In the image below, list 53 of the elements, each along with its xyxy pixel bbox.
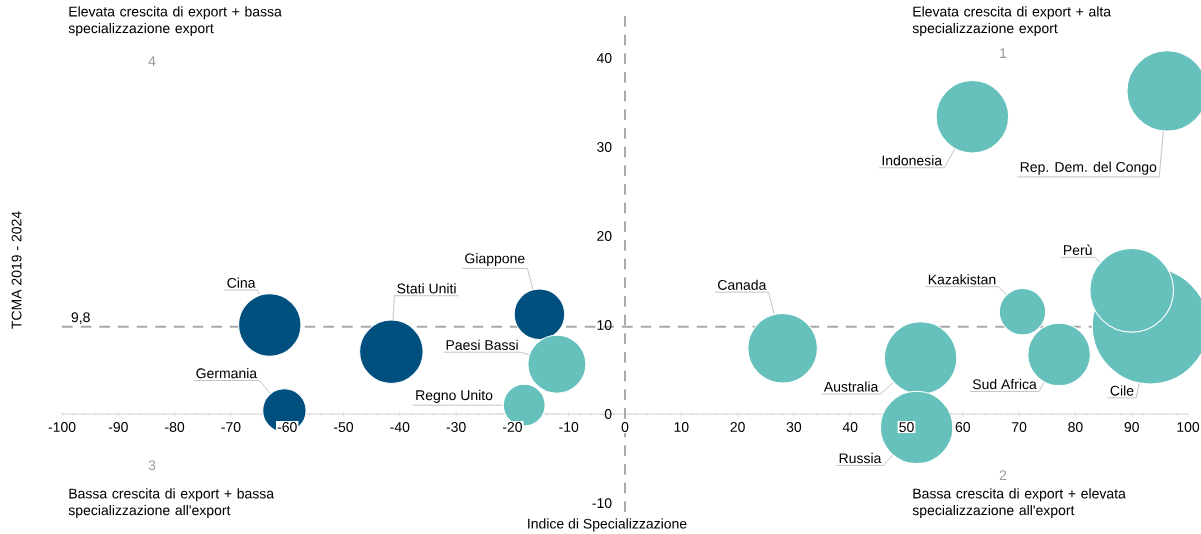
annotation: Sud Africa — [972, 378, 1037, 390]
x-tick-label: -100 — [48, 422, 76, 432]
y-tick-label: 40 — [596, 53, 612, 63]
annotation: Germania — [196, 367, 258, 379]
x-tick-label: 80 — [1068, 422, 1083, 432]
y-tick-label: -10 — [592, 498, 612, 509]
annotation: Elevata crescita di export + alta specializzazione export — [912, 6, 1112, 36]
annotation: Australia — [823, 381, 879, 392]
x-tick-label: 10 — [674, 422, 689, 432]
y-tick-label: 30 — [597, 142, 612, 152]
annotation: Rep. Dem. del Congo — [1020, 161, 1157, 175]
annotation: Canada — [718, 279, 767, 290]
x-tick-label: -50 — [334, 422, 354, 432]
y-tick-label: 10 — [597, 320, 612, 331]
x-tick-label: 100 — [1177, 422, 1200, 432]
x-tick-label: 50 — [899, 422, 914, 432]
y-axis-title: TCMA 2019 - 2024 — [11, 211, 22, 329]
annotation: Kazakistan — [928, 274, 996, 285]
x-tick-label: -20 — [502, 422, 522, 432]
x-tick-label: 20 — [730, 422, 745, 432]
annotation: Giappone — [465, 253, 525, 267]
x-tick-label: 70 — [1012, 422, 1027, 432]
x-tick-label: -60 — [277, 422, 297, 432]
x-tick-label: 0 — [621, 422, 629, 432]
annotation: 4 — [148, 56, 156, 66]
annotation: Elevata crescita di export + bassa specializzazione export — [68, 6, 282, 36]
x-axis-title: Indice di Specializzazione — [528, 518, 687, 532]
x-tick-label: 40 — [842, 422, 858, 432]
annotation: 3 — [148, 460, 156, 471]
x-tick-label: -10 — [559, 422, 579, 432]
annotation: Paesi Bassi — [446, 339, 518, 350]
annotation: Indonesia — [882, 155, 943, 166]
annotation: Russia — [839, 452, 882, 464]
annotation: Stati Uniti — [397, 283, 456, 294]
annotation: Cile — [1110, 385, 1134, 396]
annotation: Cina — [227, 277, 256, 288]
annotation: 2 — [999, 470, 1007, 481]
x-tick-label: -40 — [390, 422, 410, 432]
annotation: Bassa crescita di export + bassa specializzazione all'export — [68, 488, 275, 518]
x-tick-label: 90 — [1124, 422, 1139, 432]
ref-line-label: 9,8 — [71, 312, 90, 324]
x-tick-label: -30 — [446, 422, 466, 432]
x-tick-label: -70 — [221, 422, 241, 432]
x-tick-label: 30 — [786, 422, 802, 432]
x-tick-label: -90 — [108, 422, 128, 432]
annotation: Bassa crescita di export + elevata specializzazione all'export — [912, 488, 1126, 518]
annotation: 1 — [1000, 48, 1007, 58]
annotation: Perù — [1064, 244, 1092, 256]
y-tick-label: 20 — [597, 231, 612, 241]
annotation: Regno Unito — [416, 389, 493, 403]
x-tick-label: 60 — [955, 422, 971, 432]
x-tick-label: -80 — [165, 422, 185, 432]
y-tick-label: 0 — [604, 409, 612, 420]
